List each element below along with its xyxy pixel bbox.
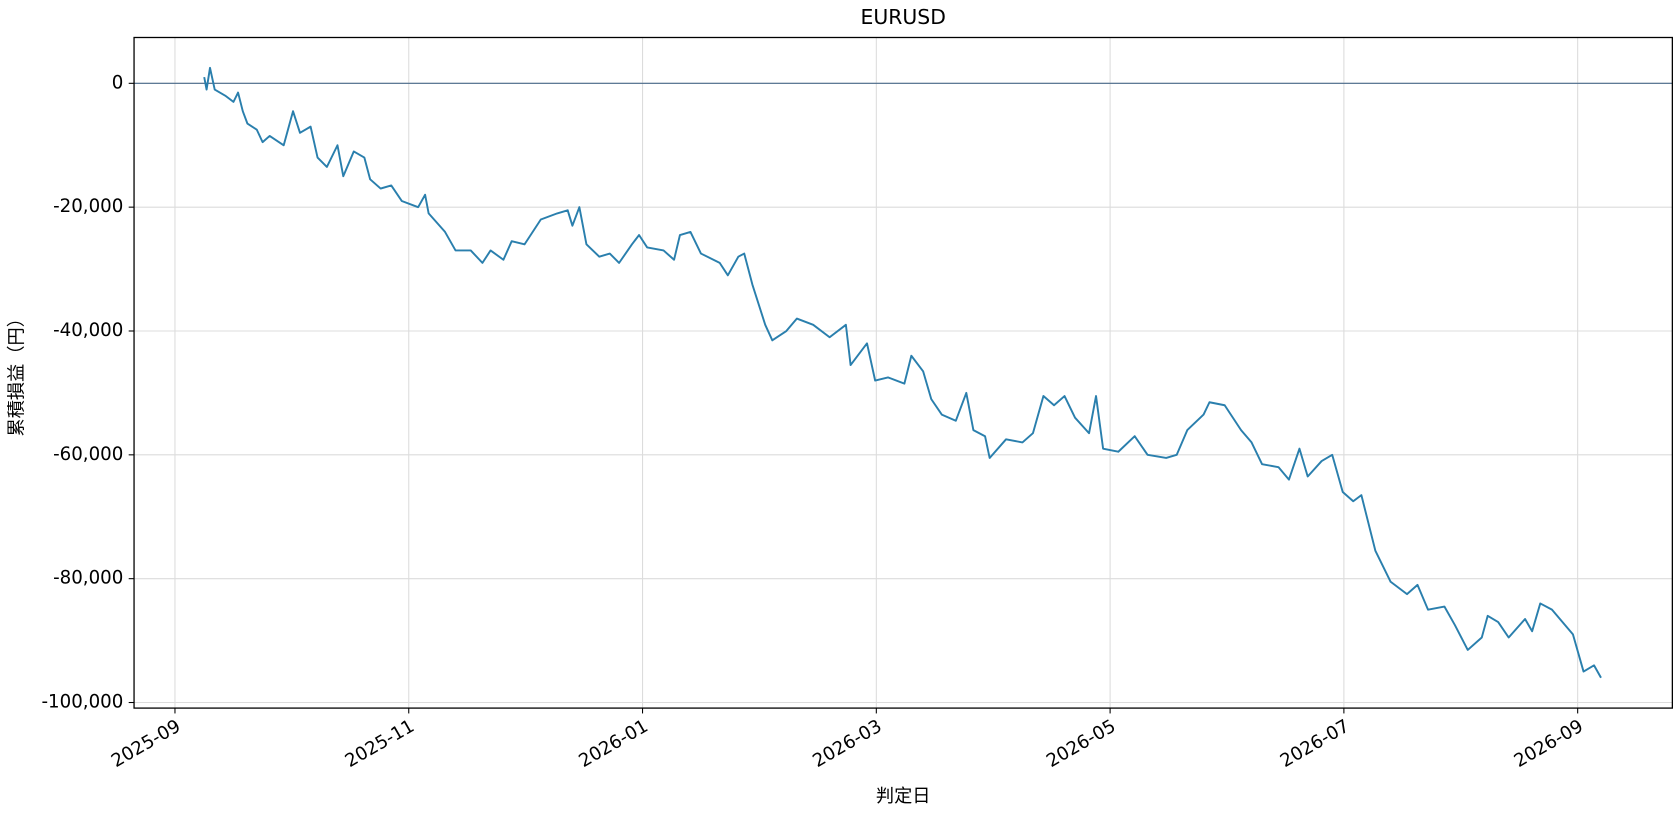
y-axis-label: 累積損益（円） (6, 309, 27, 436)
y-tick-label: -60,000 (53, 444, 123, 465)
x-tick-label: 2025-11 (342, 716, 418, 772)
plot-frame (133, 36, 1673, 709)
x-tick-label: 2025-09 (108, 716, 184, 772)
y-tick-label: -40,000 (53, 320, 123, 341)
y-tick-label: -100,000 (41, 692, 123, 713)
y-tick-label: 0 (112, 72, 124, 93)
x-tick-label: 2026-03 (809, 716, 885, 772)
y-tick-label: -20,000 (53, 196, 123, 217)
data-line (203, 66, 1602, 679)
x-tick-label: 2026-07 (1277, 716, 1353, 772)
x-tick-label: 2026-05 (1043, 716, 1119, 772)
x-axis-label: 判定日 (876, 786, 931, 807)
x-tick-label: 2026-09 (1511, 716, 1587, 772)
y-tick-label: -80,000 (53, 568, 123, 589)
x-tick-label: 2026-01 (575, 716, 651, 772)
chart-title: EURUSD (861, 5, 946, 29)
